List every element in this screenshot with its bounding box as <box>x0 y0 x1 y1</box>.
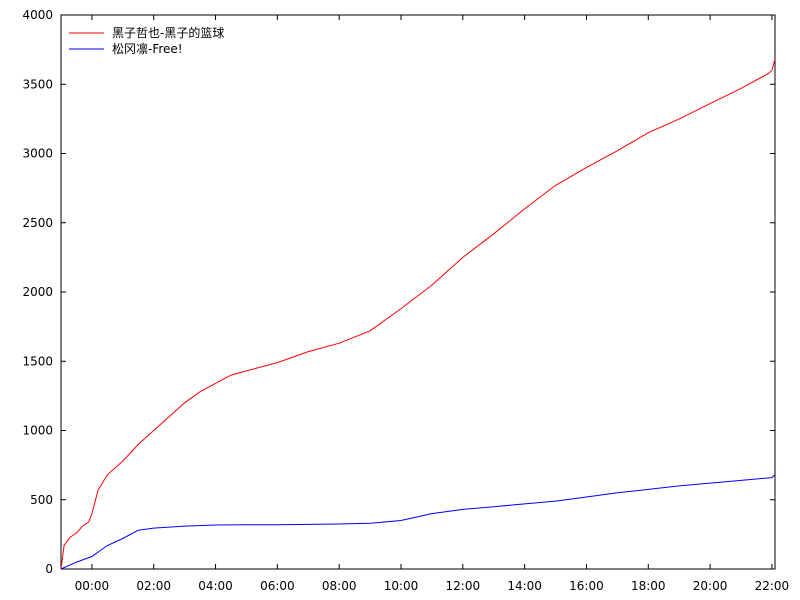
x-tick-label: 18:00 <box>631 579 666 593</box>
x-tick-label: 06:00 <box>260 579 295 593</box>
x-tick-label: 00:00 <box>75 579 110 593</box>
x-tick-label: 22:00 <box>755 579 790 593</box>
y-tick-label: 2500 <box>22 216 53 230</box>
x-tick-label: 20:00 <box>693 579 728 593</box>
series-group <box>60 59 776 570</box>
y-tick-label: 1500 <box>22 354 53 368</box>
x-tick-label: 08:00 <box>322 579 357 593</box>
x-axis: 00:00 02:00 04:00 06:00 08:00 10:00 12:00 14:00… <box>75 15 790 593</box>
legend-label-1: 松冈凛-Free! <box>112 41 183 56</box>
x-tick-label: 16:00 <box>569 579 604 593</box>
x-tick-label: 12:00 <box>446 579 481 593</box>
series-line-1 <box>60 474 776 570</box>
plot-frame <box>60 14 776 570</box>
y-tick-label: 2000 <box>22 285 53 299</box>
y-axis: 0 500 1000 1500 2000 2500 3000 3500 4000 <box>22 8 775 576</box>
x-tick-label: 04:00 <box>198 579 233 593</box>
legend-label-0: 黑子哲也-黑子的篮球 <box>112 25 224 40</box>
y-tick-label: 1000 <box>22 424 53 438</box>
x-tick-label: 10:00 <box>384 579 419 593</box>
series-line-0 <box>60 59 776 570</box>
x-tick-label: 02:00 <box>136 579 171 593</box>
y-tick-label: 500 <box>30 493 53 507</box>
y-tick-label: 0 <box>45 562 53 576</box>
y-tick-label: 4000 <box>22 8 53 22</box>
x-tick-label: 14:00 <box>507 579 542 593</box>
y-tick-label: 3000 <box>22 147 53 161</box>
y-tick-label: 3500 <box>22 77 53 91</box>
